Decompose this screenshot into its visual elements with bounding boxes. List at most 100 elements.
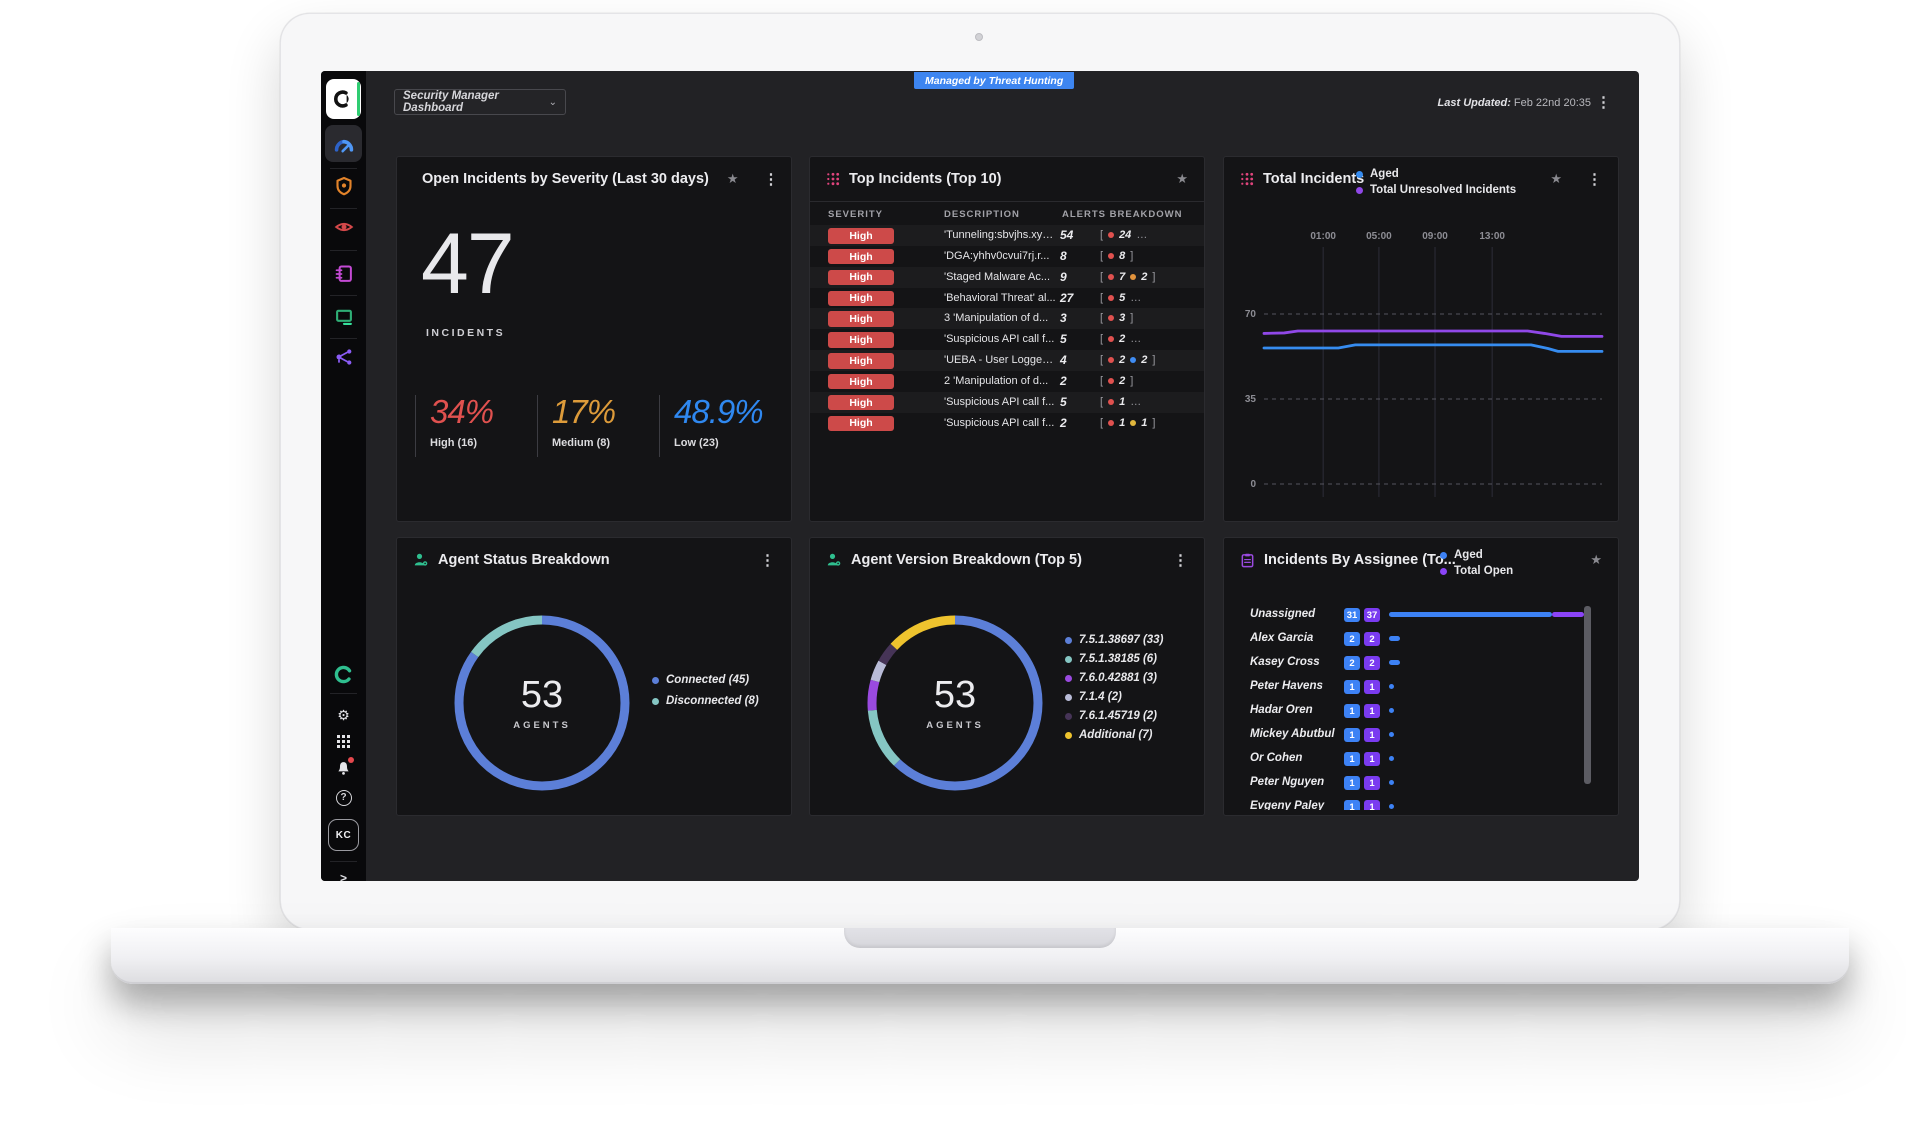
sidebar-item-visibility[interactable]	[330, 213, 357, 240]
favorite-star-icon[interactable]: ★	[1590, 552, 1602, 567]
assignee-row[interactable]: Hadar Oren 1 1	[1224, 700, 1618, 724]
sidebar-item-settings[interactable]: ⚙	[330, 701, 357, 728]
svg-text:35: 35	[1245, 394, 1257, 405]
incident-description: 'Tunneling:sbvjhs.xyz...	[944, 229, 1056, 241]
alert-count: 9	[1060, 269, 1067, 284]
reports-icon	[335, 265, 352, 282]
aged-bar	[1389, 780, 1395, 785]
incident-description: 'Suspicious API call f...	[944, 333, 1055, 346]
scrollbar[interactable]	[1584, 606, 1591, 784]
legend-entry: Connected (45)	[652, 674, 759, 686]
severity-badge: High	[828, 269, 894, 286]
widget-incidents-by-assignee: Incidents By Assignee (To... ★ Aged Total…	[1223, 537, 1619, 816]
table-row[interactable]: High 2 'Manipulation of d... 2 [2]	[810, 371, 1204, 392]
assignee-row[interactable]: Alex Garcia 2 2	[1224, 628, 1618, 652]
sidebar-item-notifications[interactable]	[330, 755, 357, 782]
widget-title: Open Incidents by Severity (Last 30 days…	[422, 171, 709, 187]
sidebar-item-devices[interactable]	[330, 303, 357, 330]
kebab-menu-icon[interactable]: ⋮	[1587, 170, 1602, 188]
severity-dot	[1108, 357, 1115, 364]
widget-agent-version: Agent Version Breakdown (Top 5) ⋮ 53 AGE…	[809, 537, 1205, 816]
open-count-badge: 1	[1364, 728, 1380, 742]
table-row[interactable]: High 'Behavioral Threat' al... 27 [5…	[810, 288, 1204, 309]
incident-description: 'Suspicious API call f...	[944, 416, 1055, 429]
aged-count-badge: 31	[1344, 608, 1360, 622]
user-avatar[interactable]: KC	[328, 819, 359, 851]
assignee-row[interactable]: Peter Nguyen 1 1	[1224, 772, 1618, 796]
chevron-right-icon: >	[339, 870, 347, 882]
favorite-star-icon[interactable]: ★	[1176, 171, 1188, 186]
aged-bar	[1389, 684, 1395, 689]
agents-count: 53	[933, 673, 977, 716]
alerts-breakdown: [2]	[1100, 374, 1134, 387]
laptop-notch	[844, 928, 1116, 948]
legend-dot	[1440, 551, 1447, 559]
sidebar-item-dashboard[interactable]	[330, 131, 357, 158]
legend-dot	[1065, 731, 1072, 739]
sidebar-item-protect[interactable]	[330, 172, 357, 199]
aged-count-badge: 1	[1344, 776, 1360, 790]
assignee-row[interactable]: Mickey Abutbul 1 1	[1224, 724, 1618, 748]
sidebar-item-help[interactable]: ?	[330, 784, 357, 811]
sidebar-divider	[330, 861, 357, 862]
table-row[interactable]: High 'Tunneling:sbvjhs.xyz... 54 [24…	[810, 225, 1204, 246]
chevron-down-icon: ⌄	[548, 96, 557, 108]
alert-count: 5	[1060, 394, 1067, 409]
widget-open-incidents: Open Incidents by Severity (Last 30 days…	[396, 156, 792, 522]
legend-entry: 7.5.1.38697 (33)	[1065, 634, 1163, 646]
sidebar-divider	[330, 168, 357, 169]
alerts-breakdown: [5…	[1100, 291, 1142, 304]
page-kebab-menu[interactable]: ⋮	[1596, 94, 1611, 111]
assignee-row[interactable]: Peter Havens 1 1	[1224, 676, 1618, 700]
dashboard-gauge-icon	[334, 139, 353, 152]
kebab-menu-icon[interactable]: ⋮	[763, 170, 779, 188]
widget-header: Incidents By Assignee (To... ★	[1224, 538, 1618, 582]
favorite-star-icon[interactable]: ★	[1550, 171, 1562, 186]
sidebar-item-network[interactable]	[330, 343, 357, 370]
legend-dot	[652, 697, 659, 705]
severity-dot	[1130, 357, 1137, 364]
dashboard-selector-value: Security Manager Dashboard	[403, 90, 499, 114]
table-row[interactable]: High 'Staged Malware Ac... 9 [7 2]	[810, 267, 1204, 288]
svg-text:0: 0	[1250, 479, 1256, 490]
assignee-row[interactable]: Kasey Cross 2 2	[1224, 652, 1618, 676]
total-incidents-label: INCIDENTS	[426, 327, 506, 339]
table-row[interactable]: High 'DGA:yhhv0cvui7rj.r... 8 [8]	[810, 246, 1204, 267]
open-count-badge: 2	[1364, 632, 1380, 646]
table-row[interactable]: High 'Suspicious API call f... 2 [1 1]	[810, 413, 1204, 434]
sidebar-item-ranger[interactable]	[330, 661, 357, 688]
chart-legend: Aged Total Open	[1440, 549, 1513, 577]
aged-bar	[1389, 708, 1395, 713]
assignee-row[interactable]: Or Cohen 1 1	[1224, 748, 1618, 772]
widget-title: Total Incidents	[1263, 171, 1365, 187]
help-icon: ?	[335, 789, 352, 806]
favorite-star-icon[interactable]: ★	[726, 171, 739, 186]
settings-gear-icon: ⚙	[337, 706, 350, 723]
widget-header: Total Incidents ★ ⋮	[1224, 157, 1618, 201]
dashboard-selector[interactable]: Security Manager Dashboard ⌄	[394, 89, 566, 115]
sidebar-collapse-button[interactable]: >	[330, 864, 357, 882]
sidebar-item-apps[interactable]	[330, 728, 357, 755]
alert-count: 27	[1060, 290, 1074, 305]
alerts-breakdown: [24…	[1100, 229, 1148, 241]
kebab-menu-icon[interactable]: ⋮	[760, 551, 775, 569]
alert-count: 54	[1060, 228, 1074, 242]
assignee-name: Alex Garcia	[1250, 632, 1314, 644]
assignee-name: Or Cohen	[1250, 752, 1303, 764]
kebab-menu-icon[interactable]: ⋮	[1173, 551, 1188, 569]
legend-entry: Aged	[1440, 549, 1513, 561]
aged-bar	[1389, 804, 1395, 809]
assignee-row[interactable]: Evgeny Paley 1 1	[1224, 796, 1618, 810]
divider	[810, 201, 1204, 202]
table-row[interactable]: High 'Suspicious API call f... 5 [2…	[810, 329, 1204, 350]
table-row[interactable]: High 'UEBA - User Logged... 4 [2 2]	[810, 350, 1204, 371]
sidebar-item-reports[interactable]	[330, 260, 357, 287]
severity-dot	[1108, 419, 1115, 426]
apps-grid-icon	[337, 735, 350, 748]
widget-top-incidents: Top Incidents (Top 10) ★ SEVERITY DESCRI…	[809, 156, 1205, 522]
table-row[interactable]: High 3 'Manipulation of d... 3 [3]	[810, 308, 1204, 329]
table-row[interactable]: High 'Suspicious API call f... 5 [1…	[810, 392, 1204, 413]
assignee-row[interactable]: Unassigned 31 37	[1224, 604, 1618, 628]
assignee-name: Hadar Oren	[1250, 704, 1313, 716]
legend-dot	[1065, 655, 1072, 663]
